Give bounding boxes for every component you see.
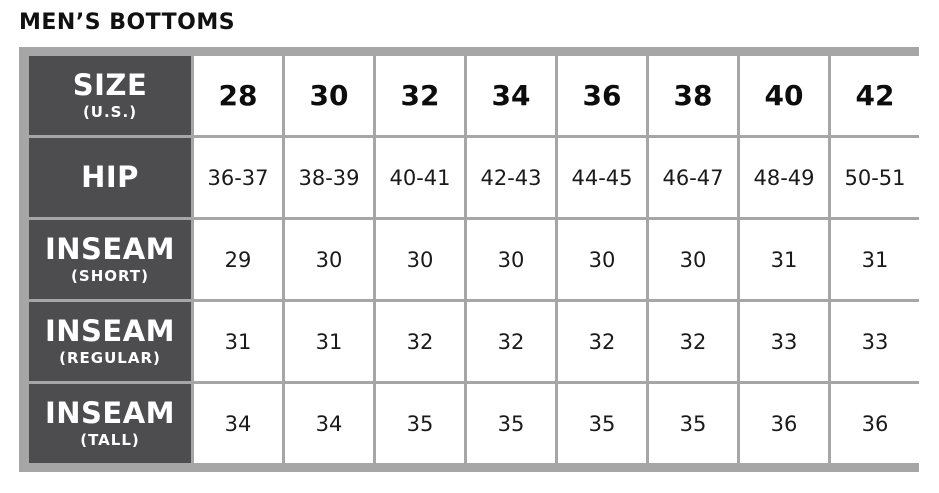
size-header-cell: 40 [740, 56, 828, 135]
inseam-tall-value-cell: 35 [376, 384, 464, 463]
inseam-short-value-cell: 29 [194, 220, 282, 299]
inseam-short-value-cell: 30 [649, 220, 737, 299]
inseam-short-value-cell: 30 [285, 220, 373, 299]
size-header-cell: 42 [831, 56, 919, 135]
hip-value-cell: 46-47 [649, 138, 737, 217]
inseam-regular-value-cell: 31 [194, 302, 282, 381]
hip-row-label-cell: HIP [29, 138, 191, 217]
inseam-tall-value-cell: 34 [194, 384, 282, 463]
size-header-cell: 38 [649, 56, 737, 135]
hip-value-cell: 42-43 [467, 138, 555, 217]
inseam-short-value-cell: 30 [467, 220, 555, 299]
size-header-cell: 30 [285, 56, 373, 135]
inseam-tall-row-label-cell: INSEAM (TALL) [29, 384, 191, 463]
size-header-sublabel: (U.S.) [82, 103, 138, 121]
inseam-short-value-cell: 31 [740, 220, 828, 299]
hip-value-cell: 50-51 [831, 138, 919, 217]
inseam-regular-value-cell: 31 [285, 302, 373, 381]
inseam-regular-row-label: INSEAM [44, 314, 176, 348]
hip-row-label: HIP [81, 160, 139, 194]
inseam-regular-value-cell: 32 [467, 302, 555, 381]
inseam-tall-value-cell: 34 [285, 384, 373, 463]
inseam-tall-value-cell: 35 [558, 384, 646, 463]
size-chart-table: SIZE (U.S.) 28 30 32 34 36 38 40 42 HIP … [19, 47, 919, 472]
size-header-cell: 36 [558, 56, 646, 135]
inseam-short-row-sublabel: (SHORT) [71, 267, 149, 285]
inseam-short-row-label-cell: INSEAM (SHORT) [29, 220, 191, 299]
inseam-short-value-cell: 30 [376, 220, 464, 299]
inseam-tall-value-cell: 36 [740, 384, 828, 463]
inseam-short-row-label: INSEAM [44, 232, 176, 266]
inseam-tall-row-sublabel: (TALL) [80, 431, 140, 449]
page-title: MEN’S BOTTOMS [19, 10, 236, 35]
inseam-regular-value-cell: 33 [740, 302, 828, 381]
hip-value-cell: 36-37 [194, 138, 282, 217]
size-header-cell: 34 [467, 56, 555, 135]
size-grid: SIZE (U.S.) 28 30 32 34 36 38 40 42 HIP … [29, 56, 919, 464]
inseam-tall-row-label: INSEAM [44, 396, 176, 430]
inseam-short-value-cell: 30 [558, 220, 646, 299]
inseam-regular-value-cell: 32 [376, 302, 464, 381]
inseam-tall-value-cell: 35 [467, 384, 555, 463]
inseam-regular-row-sublabel: (REGULAR) [59, 349, 161, 367]
hip-value-cell: 48-49 [740, 138, 828, 217]
inseam-regular-row-label-cell: INSEAM (REGULAR) [29, 302, 191, 381]
size-header-cell: 32 [376, 56, 464, 135]
inseam-tall-value-cell: 35 [649, 384, 737, 463]
size-header-cell: 28 [194, 56, 282, 135]
size-header-label-cell: SIZE (U.S.) [29, 56, 191, 135]
inseam-regular-value-cell: 33 [831, 302, 919, 381]
hip-value-cell: 44-45 [558, 138, 646, 217]
inseam-regular-value-cell: 32 [558, 302, 646, 381]
size-header-label: SIZE [72, 68, 148, 102]
hip-value-cell: 40-41 [376, 138, 464, 217]
hip-value-cell: 38-39 [285, 138, 373, 217]
inseam-regular-value-cell: 32 [649, 302, 737, 381]
inseam-short-value-cell: 31 [831, 220, 919, 299]
inseam-tall-value-cell: 36 [831, 384, 919, 463]
